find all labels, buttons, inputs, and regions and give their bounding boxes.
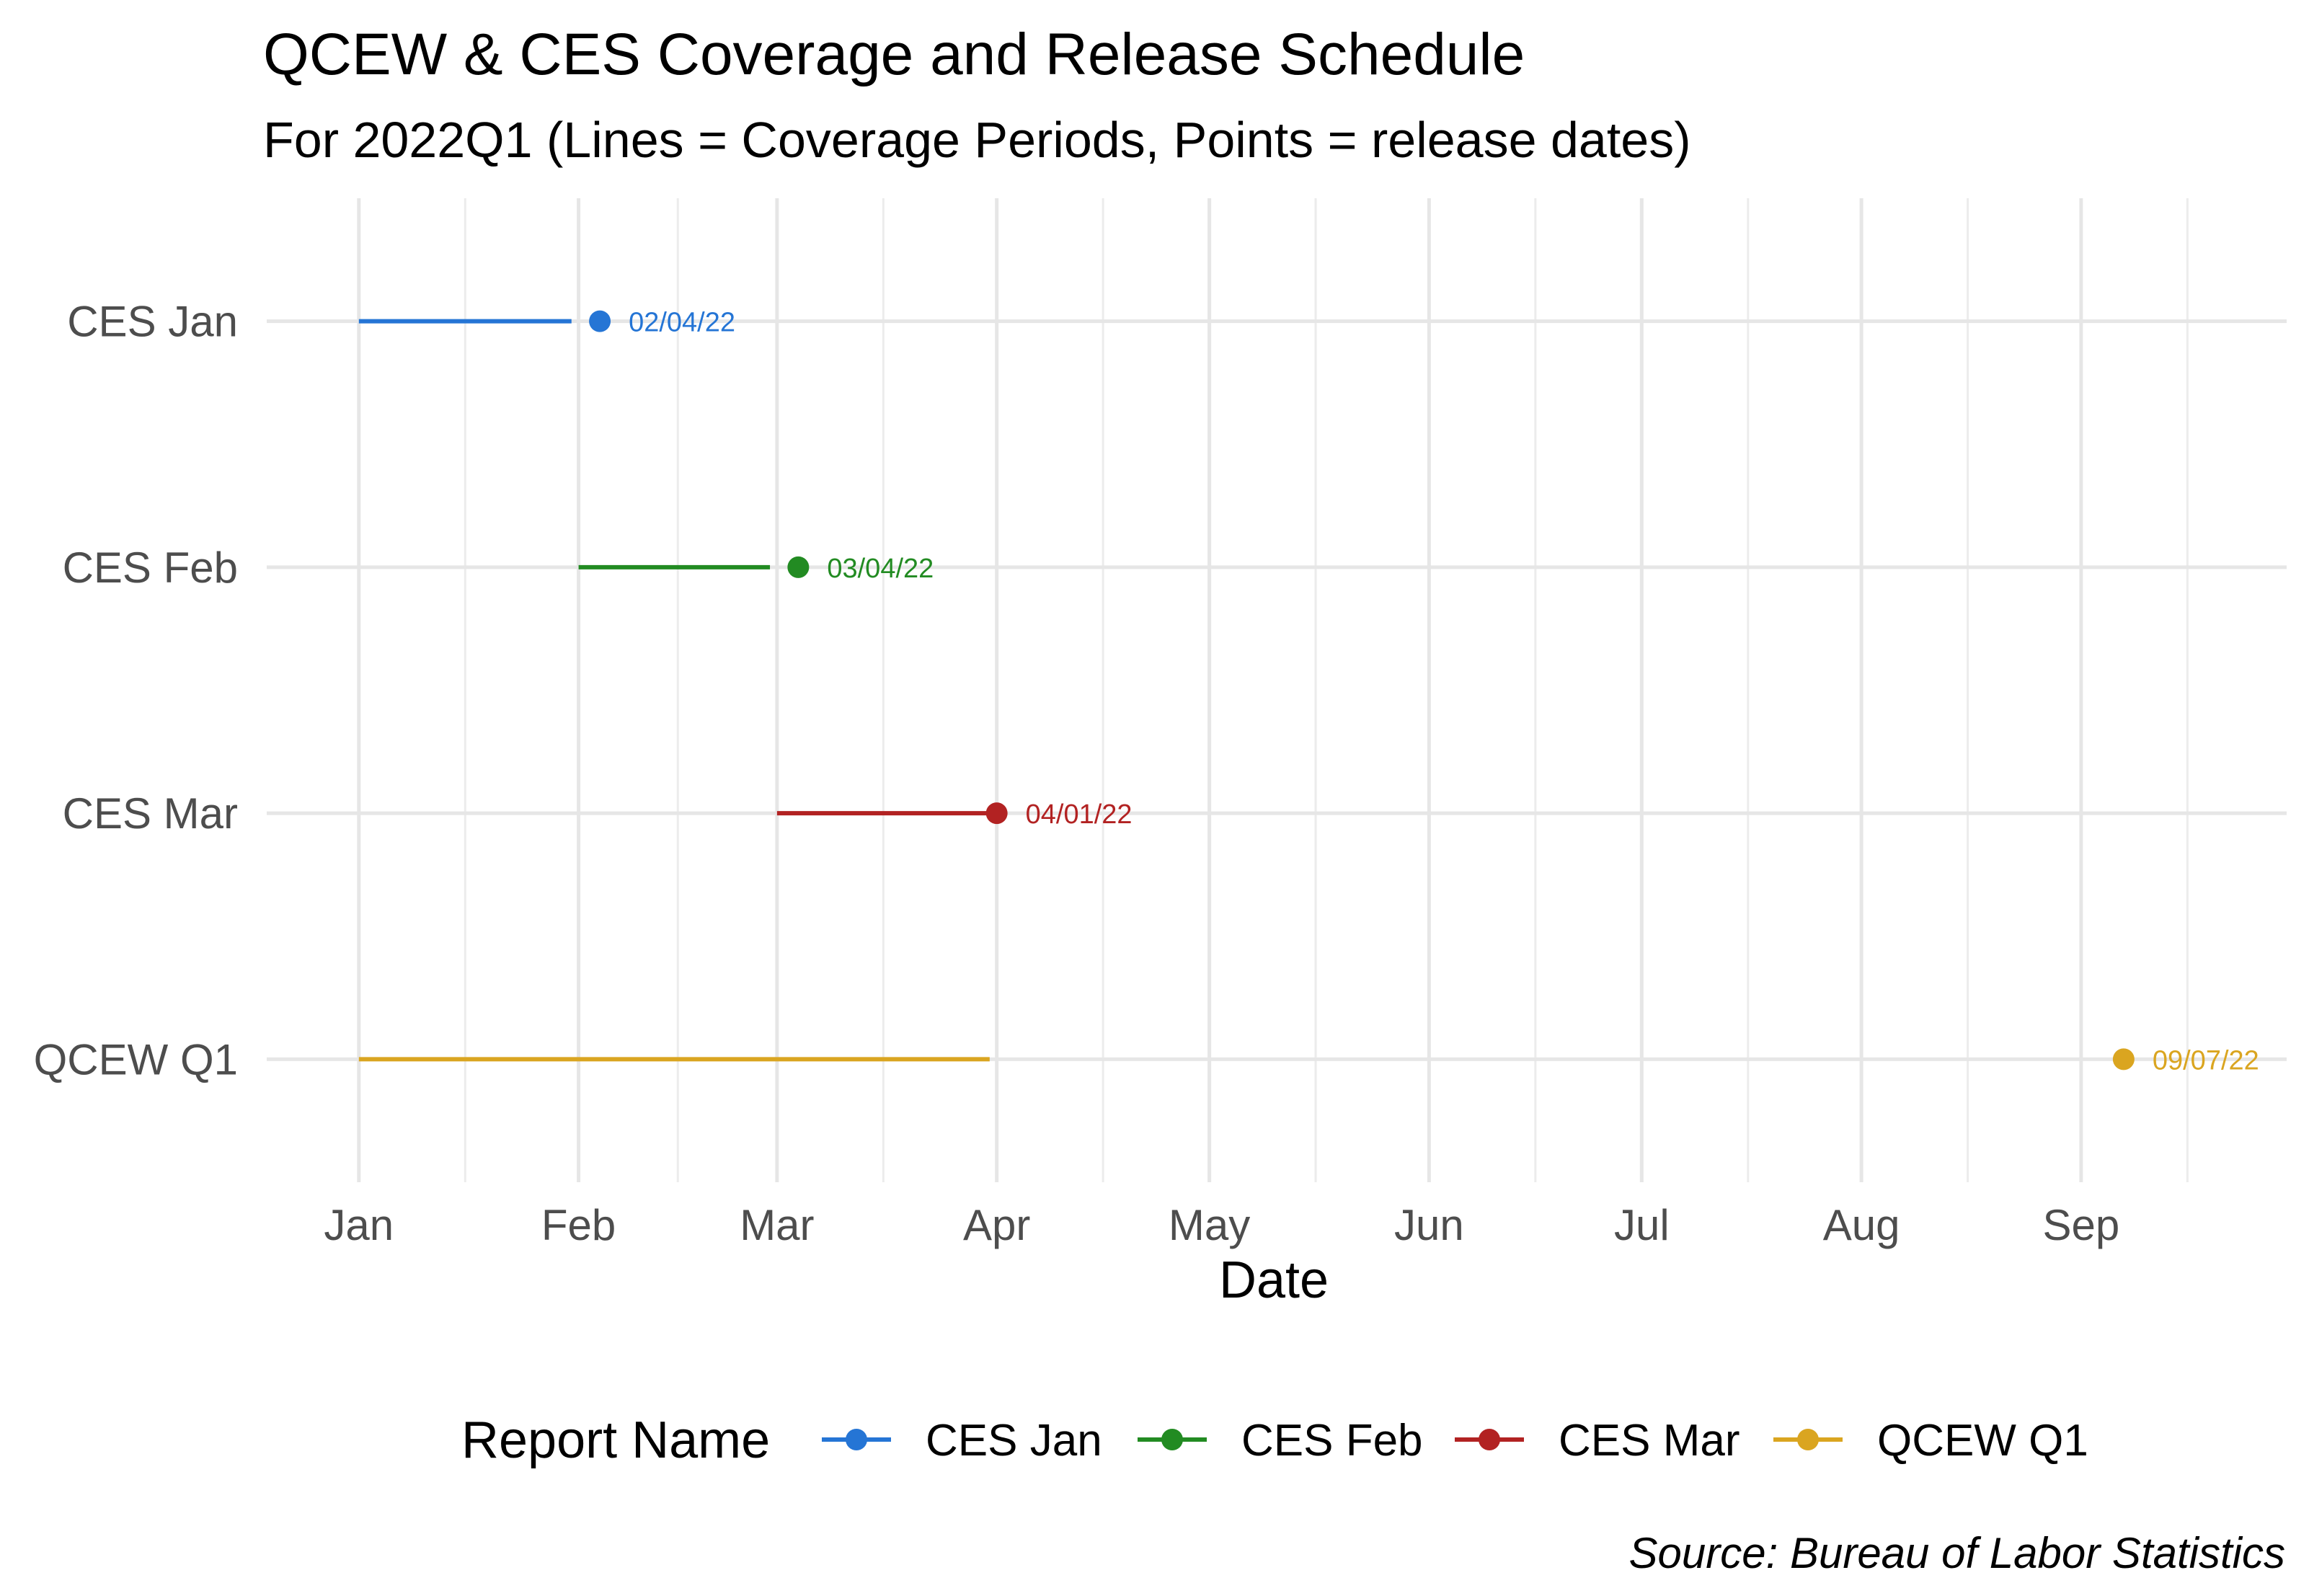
y-tick-label: CES Feb [63, 544, 238, 592]
legend-key-point [1797, 1429, 1819, 1450]
legend-entry-label: CES Jan [926, 1416, 1102, 1466]
legend-entry-label: CES Mar [1559, 1416, 1739, 1466]
x-tick-label: Jan [324, 1201, 394, 1249]
release-date-label: 09/07/22 [2153, 1045, 2259, 1076]
chart-subtitle: For 2022Q1 (Lines = Coverage Periods, Po… [263, 112, 1691, 168]
x-tick-label: Jun [1394, 1201, 1464, 1249]
x-axis-title: Date [1219, 1251, 1329, 1309]
x-tick-label: Aug [1823, 1201, 1900, 1249]
legend-entry-label: CES Feb [1241, 1416, 1423, 1466]
legend-key-point [846, 1429, 867, 1450]
release-point [589, 310, 611, 332]
x-tick-label: Feb [541, 1201, 616, 1249]
x-tick-label: May [1169, 1201, 1250, 1249]
source-caption: Source: Bureau of Labor Statistics [1629, 1529, 2286, 1577]
legend: Report Name CES Jan CES Feb CES Mar QCEW Q1 [461, 1411, 2088, 1469]
y-tick-label: QCEW Q1 [34, 1035, 238, 1083]
legend-key-point [1479, 1429, 1500, 1450]
x-tick-label: Jul [1614, 1201, 1670, 1249]
chart-title: QCEW & CES Coverage and Release Schedule [263, 22, 1525, 87]
release-date-label: 04/01/22 [1026, 799, 1133, 830]
legend-title: Report Name [461, 1411, 770, 1469]
legend-entry-label: QCEW Q1 [1877, 1416, 2088, 1466]
y-tick-label: CES Mar [63, 789, 238, 838]
release-date-label: 03/04/22 [827, 554, 934, 584]
release-date-label: 02/04/22 [629, 308, 735, 338]
marks-layer: 02/04/22 03/04/22 04/01/22 09/07/22 [358, 308, 2259, 1076]
release-point [985, 802, 1008, 825]
legend-key-point [1161, 1429, 1183, 1450]
y-tick-label: CES Jan [67, 298, 238, 346]
x-tick-label: Mar [740, 1201, 814, 1249]
y-axis-labels: CES Jan CES Feb CES Mar QCEW Q1 [34, 298, 238, 1084]
release-point [2112, 1048, 2135, 1070]
release-point [787, 556, 810, 578]
x-tick-label: Sep [2043, 1201, 2120, 1249]
x-axis-labels: Jan Feb Mar Apr May Jun Jul Aug Sep [324, 1201, 2119, 1249]
x-tick-label: Apr [963, 1201, 1030, 1249]
